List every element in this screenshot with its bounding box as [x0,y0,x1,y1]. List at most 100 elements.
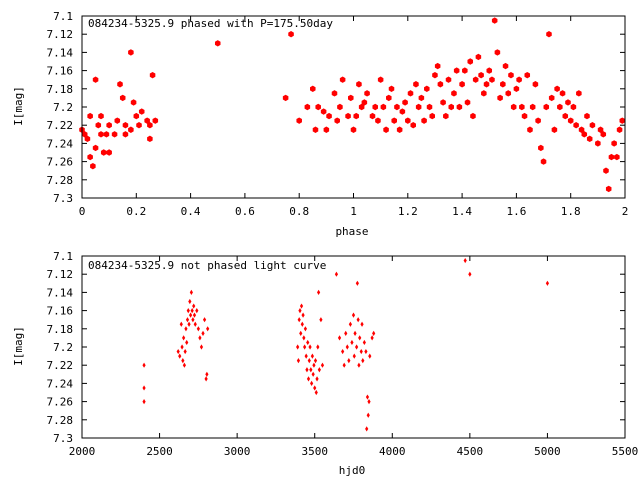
phased-x-tick-label: 1.2 [398,205,418,218]
unphased-data-point [195,308,199,314]
phased-data-point [508,71,514,79]
phased-data-point [147,122,153,129]
phased-data-point [136,122,142,129]
unphased-data-point [181,358,185,364]
phased-x-tick-label: 0.8 [289,205,309,218]
phased-data-point [546,31,552,38]
unphased-data-point [360,321,364,327]
unphased-data-point [365,394,370,400]
phased-data-point [437,81,444,88]
unphased-data-point [352,353,356,359]
unphased-data-point [192,303,196,309]
phased-data-point [505,90,512,97]
phased-data-point [92,76,99,83]
unphased-y-tick-label: 7.26 [47,396,74,409]
phased-data-point [567,117,574,124]
phased-data-point [565,99,571,106]
unphased-x-tick-label: 4000 [379,445,406,458]
phased-data-point [581,131,588,138]
phased-data-point [459,81,465,88]
phased-x-tick-label: 0.6 [235,205,255,218]
phased-data-point [559,90,566,97]
phased-data-point [603,167,609,174]
phased-data-point [456,103,463,111]
unphased-data-point [341,348,345,355]
phased-data-point [510,103,517,111]
phased-data-point [527,126,533,133]
unphased-axes-border [81,255,626,439]
unphased-data-point [185,317,190,323]
unphased-data-point [317,367,321,373]
unphased-y-tick-label: 7.18 [47,323,74,336]
unphased-x-tick-label: 3000 [224,445,251,458]
phased-data-point [483,81,490,88]
unphased-data-point [315,376,319,382]
phased-data-point [396,126,403,133]
phased-data-point [326,112,332,120]
phased-data-point [369,112,376,120]
phased-data-point [410,122,416,129]
unphased-y-tick-label: 7.3 [53,432,73,445]
phased-data-point [310,85,316,92]
unphased-data-point [355,280,359,286]
unphased-data-point [299,303,304,309]
unphased-data-point [303,344,307,350]
unphased-data-point [142,385,146,391]
phased-data-point [119,94,126,102]
unphased-chart-title: 084234-5325.9 not phased light curve [88,259,326,272]
unphased-data-point [366,412,370,418]
phased-data-point [519,103,525,111]
unphased-data-point [306,339,310,346]
phased-data-point [407,90,414,97]
phased-y-tick-label: 7.16 [47,65,74,78]
phased-data-point [605,185,612,193]
phased-data-point [98,112,104,120]
phased-data-point [388,85,395,92]
phased-data-point [557,103,563,111]
phased-data-point [426,103,433,111]
phased-data-point [418,94,425,102]
phased-data-point [535,117,541,124]
phased-x-tick-label: 0.4 [181,205,201,218]
unphased-y-tick-label: 7.16 [47,305,74,318]
phased-data-point [429,112,436,120]
unphased-data-point [196,326,200,332]
unphased-x-ticks: 2000 2500 3000 3500 4000 4500 5000 5500 [69,256,638,458]
phased-data-point [578,126,585,133]
phased-data-point [614,153,620,161]
unphased-y-tick-label: 7.2 [53,341,73,354]
unphased-data-point [306,376,311,382]
unphased-data-point [198,335,202,341]
phased-data-point [114,117,121,124]
unphased-data-point [190,308,194,314]
phased-data-point [532,81,539,88]
phased-y-tick-label: 7.14 [47,46,74,59]
phased-data-point [386,94,392,102]
phased-y-tick-label: 7.2 [53,101,73,114]
unphased-data-point [361,358,365,364]
phased-data-point [451,90,457,97]
phased-data-point [320,108,327,115]
phased-data-point [331,90,338,97]
phased-data-point [152,117,159,124]
phased-data-point [608,153,615,161]
unphased-data-point [204,376,208,382]
unphased-data-point [320,362,325,368]
unphased-data-point [348,321,352,327]
phased-data-point [122,122,129,129]
phased-y-tick-label: 7.3 [53,192,73,205]
phased-data-point [90,162,96,170]
unphased-data-point [180,344,184,350]
phased-data-point [443,112,449,120]
phased-x-tick-label: 0.2 [126,205,146,218]
phased-data-point [478,71,484,79]
phased-data-point [462,67,468,74]
phased-data-point [364,90,370,97]
unphased-data-point [307,358,311,364]
unphased-data-point [297,317,301,323]
unphased-data-point [353,330,357,336]
unphased-x-tick-label: 5000 [534,445,561,458]
unphased-data-point [316,344,320,350]
unphased-y-tick-label: 7.24 [47,377,74,390]
unphased-data-point [319,317,323,323]
